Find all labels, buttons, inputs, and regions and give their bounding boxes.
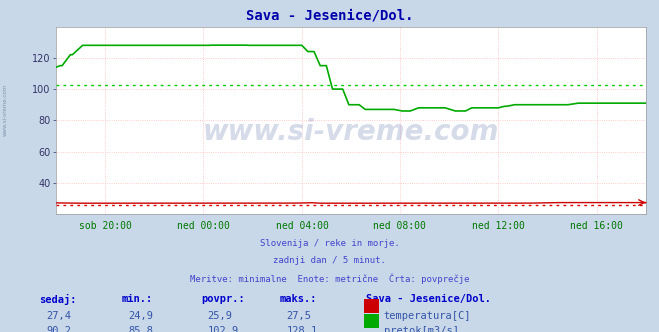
Text: 27,4: 27,4: [46, 311, 71, 321]
Text: min.:: min.:: [122, 294, 153, 304]
Text: 102,9: 102,9: [208, 326, 239, 332]
Text: ned 04:00: ned 04:00: [275, 221, 328, 231]
Text: pretok[m3/s]: pretok[m3/s]: [384, 326, 459, 332]
Text: zadnji dan / 5 minut.: zadnji dan / 5 minut.: [273, 256, 386, 265]
Text: Sava - Jesenice/Dol.: Sava - Jesenice/Dol.: [366, 294, 491, 304]
Text: 24,9: 24,9: [129, 311, 154, 321]
Text: www.si-vreme.com: www.si-vreme.com: [203, 118, 499, 146]
Text: ned 12:00: ned 12:00: [472, 221, 525, 231]
Text: sob 20:00: sob 20:00: [78, 221, 131, 231]
Text: 27,5: 27,5: [287, 311, 312, 321]
Text: 85,8: 85,8: [129, 326, 154, 332]
Text: ned 00:00: ned 00:00: [177, 221, 230, 231]
Text: temperatura[C]: temperatura[C]: [384, 311, 471, 321]
Text: ned 08:00: ned 08:00: [374, 221, 426, 231]
Text: povpr.:: povpr.:: [201, 294, 244, 304]
Text: www.si-vreme.com: www.si-vreme.com: [3, 83, 8, 136]
Text: 25,9: 25,9: [208, 311, 233, 321]
Text: Sava - Jesenice/Dol.: Sava - Jesenice/Dol.: [246, 8, 413, 22]
Text: ned 16:00: ned 16:00: [571, 221, 623, 231]
Text: maks.:: maks.:: [280, 294, 318, 304]
Text: Meritve: minimalne  Enote: metrične  Črta: povprečje: Meritve: minimalne Enote: metrične Črta:…: [190, 274, 469, 284]
Text: 90,2: 90,2: [46, 326, 71, 332]
Text: sedaj:: sedaj:: [40, 294, 77, 305]
Text: Slovenija / reke in morje.: Slovenija / reke in morje.: [260, 239, 399, 248]
Text: 128,1: 128,1: [287, 326, 318, 332]
